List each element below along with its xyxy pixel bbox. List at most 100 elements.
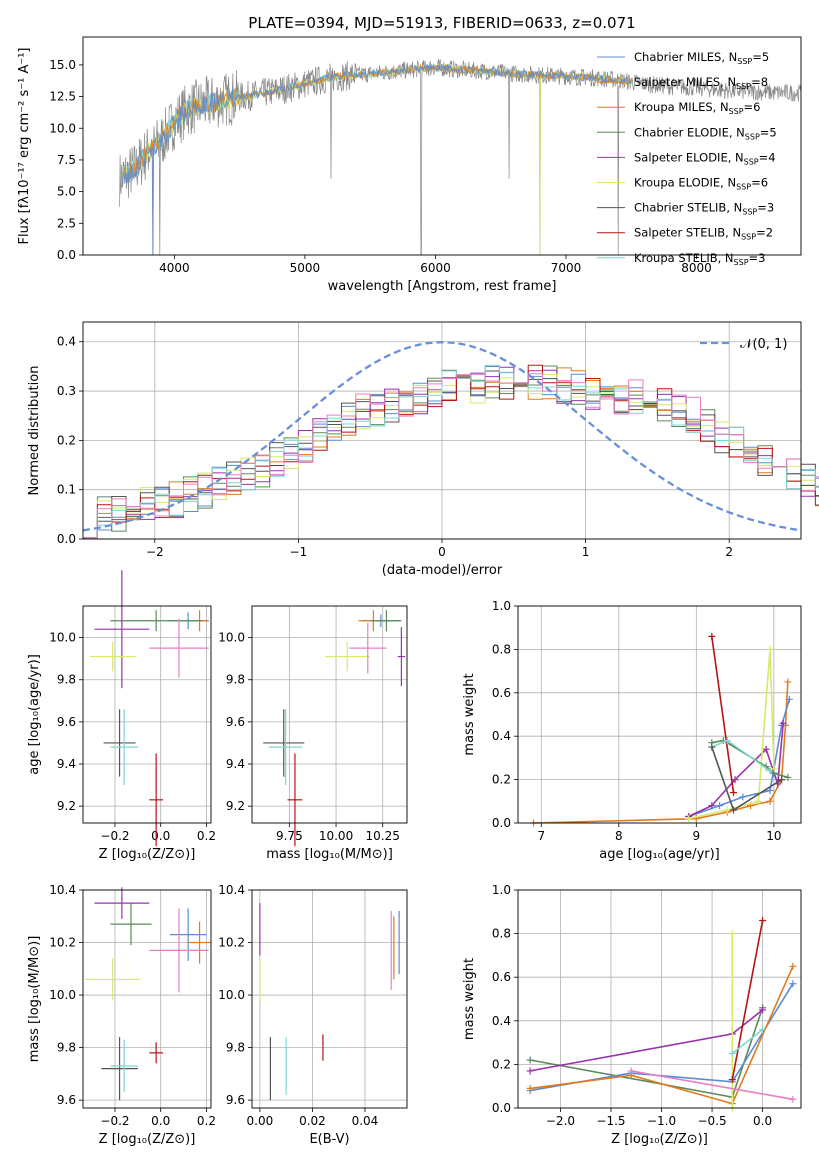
y-tick-label: 9.8 bbox=[226, 673, 245, 687]
y-axis-label: Flux [fλ10⁻¹⁷ erg cm⁻² s⁻¹ A⁻¹] bbox=[17, 48, 32, 245]
data-point bbox=[730, 789, 738, 797]
y-tick-label: 9.4 bbox=[226, 757, 245, 771]
x-tick-label: 7 bbox=[537, 829, 545, 843]
data-point bbox=[779, 719, 787, 727]
data-point bbox=[708, 743, 716, 751]
legend-label: Chabrier ELODIE, N bbox=[634, 125, 745, 139]
x-tick-label: −0.2 bbox=[100, 829, 129, 843]
y-tick-label: 9.6 bbox=[226, 1093, 245, 1107]
x-tick-label: 10.00 bbox=[319, 829, 353, 843]
data-point bbox=[728, 1076, 736, 1084]
legend-label: 𝒩(0, 1) bbox=[740, 337, 787, 352]
weight-series bbox=[711, 636, 735, 793]
y-tick-label: 0.0 bbox=[492, 1101, 511, 1115]
legend-subscript: SSP bbox=[744, 157, 759, 166]
axes-frame bbox=[82, 321, 802, 540]
legend-entry: Chabrier ELODIE, NSSP=5 bbox=[634, 125, 777, 141]
legend-value: =6 bbox=[751, 176, 768, 190]
model-spectrum bbox=[121, 64, 632, 255]
data-point bbox=[759, 1026, 767, 1034]
x-tick-label: 8000 bbox=[681, 261, 712, 275]
legend-value: =2 bbox=[756, 226, 773, 240]
data-point bbox=[766, 645, 774, 653]
x-tick-label: 0.2 bbox=[197, 1114, 216, 1128]
panel-4: 9.75 10.00 10.25 9.2 9.4 9.6 9.8 10.0 mass [log₁… bbox=[218, 605, 408, 862]
y-tick-label: 9.2 bbox=[57, 799, 76, 813]
y-tick-label: 10.0 bbox=[49, 988, 76, 1002]
axes-frame bbox=[82, 36, 802, 256]
y-tick-label: 0.0 bbox=[492, 816, 511, 830]
x-tick-label: 0.00 bbox=[247, 1114, 274, 1128]
legend-subscript: SSP bbox=[745, 132, 760, 141]
y-tick-label: 0.2 bbox=[492, 1057, 511, 1071]
x-tick-label: 6000 bbox=[420, 261, 451, 275]
y-tick-label: 9.6 bbox=[57, 1093, 76, 1107]
legend-subscript: SSP bbox=[734, 258, 749, 267]
x-axis-label: E(B-V) bbox=[309, 1132, 349, 1147]
x-tick-label: −1 bbox=[290, 545, 308, 559]
data-point bbox=[708, 802, 716, 810]
y-tick-label: 10.2 bbox=[49, 936, 76, 950]
x-axis-label: Z [log₁₀(Z/Z⊙)] bbox=[99, 1132, 196, 1147]
legend-entry: Salpeter STELIB, NSSP=2 bbox=[634, 226, 773, 242]
data-point bbox=[526, 1056, 534, 1064]
data-point bbox=[759, 1006, 767, 1014]
y-tick-label: 0.8 bbox=[492, 642, 511, 656]
data-point bbox=[730, 806, 738, 814]
legend-value: =3 bbox=[757, 201, 774, 215]
weight-series bbox=[529, 1009, 764, 1072]
data-point bbox=[789, 962, 797, 970]
y-tick-label: 10.4 bbox=[49, 883, 76, 897]
y-tick-label: 0.4 bbox=[492, 729, 511, 743]
legend-entry: Chabrier STELIB, NSSP=3 bbox=[634, 201, 774, 217]
data-point bbox=[766, 767, 774, 775]
data-point bbox=[728, 1050, 736, 1057]
legend-value: =3 bbox=[749, 251, 766, 265]
data-point bbox=[770, 769, 778, 777]
data-point bbox=[785, 695, 793, 703]
panel-2: −2 −1 0 1 2 0.0 0.1 0.2 0.3 0.4 𝒩(0, 1) (data-model… bbox=[27, 321, 819, 578]
y-tick-label: 9.2 bbox=[226, 799, 245, 813]
data-point bbox=[731, 776, 739, 784]
x-tick-label: 8 bbox=[615, 829, 623, 843]
y-tick-label: 5.0 bbox=[57, 185, 76, 199]
panel-8: −2.0 −1.5 −1.0 −0.5 0.0 0.0 0.2 0.4 0.6 0.8 1.0 Z [… bbox=[462, 883, 802, 1147]
weight-series bbox=[533, 681, 789, 824]
y-tick-label: 10.2 bbox=[218, 936, 245, 950]
legend-entry: Kroupa MILES, NSSP=6 bbox=[634, 100, 760, 116]
y-tick-label: 7.5 bbox=[57, 153, 76, 167]
x-tick-label: −0.5 bbox=[697, 1114, 726, 1128]
x-axis-label: age [log₁₀(age/yr)] bbox=[599, 847, 720, 862]
x-axis-label: Z [log₁₀(Z/Z⊙)] bbox=[99, 847, 196, 862]
x-tick-label: −0.2 bbox=[100, 1114, 129, 1128]
data-point bbox=[766, 786, 774, 794]
legend-label: Chabrier STELIB, N bbox=[634, 201, 742, 215]
data-point bbox=[723, 806, 731, 814]
x-tick-label: 10 bbox=[766, 829, 781, 843]
model-spectrum bbox=[121, 63, 632, 188]
weight-series bbox=[529, 965, 794, 1105]
y-tick-label: 0.4 bbox=[57, 335, 76, 349]
panel-5: 7 8 9 10 0.0 0.2 0.4 0.6 0.8 1.0 age [log₁₀(age/yr… bbox=[462, 599, 802, 862]
legend-label: Kroupa STELIB, N bbox=[634, 251, 734, 265]
data-point bbox=[627, 1067, 635, 1075]
data-point bbox=[723, 737, 731, 745]
data-point bbox=[526, 1067, 534, 1075]
spectrum-lines bbox=[119, 58, 801, 255]
legend-subscript: SSP bbox=[741, 233, 756, 242]
y-tick-label: 12.5 bbox=[49, 90, 76, 104]
data-point bbox=[526, 1084, 534, 1092]
y-axis-label: mass weight bbox=[462, 673, 477, 755]
y-tick-label: 0.3 bbox=[57, 384, 76, 398]
y-tick-label: 0.8 bbox=[492, 927, 511, 941]
y-tick-label: 10.0 bbox=[218, 631, 245, 645]
y-tick-label: 0.6 bbox=[492, 686, 511, 700]
legend-label: Kroupa MILES, N bbox=[634, 100, 729, 114]
legend-label: Chabrier MILES, N bbox=[634, 50, 737, 64]
axes-frame bbox=[517, 889, 802, 1109]
x-tick-label: 1 bbox=[582, 545, 590, 559]
data-point bbox=[685, 815, 693, 823]
x-tick-label: 5000 bbox=[290, 261, 321, 275]
axes-frame bbox=[251, 889, 408, 1109]
